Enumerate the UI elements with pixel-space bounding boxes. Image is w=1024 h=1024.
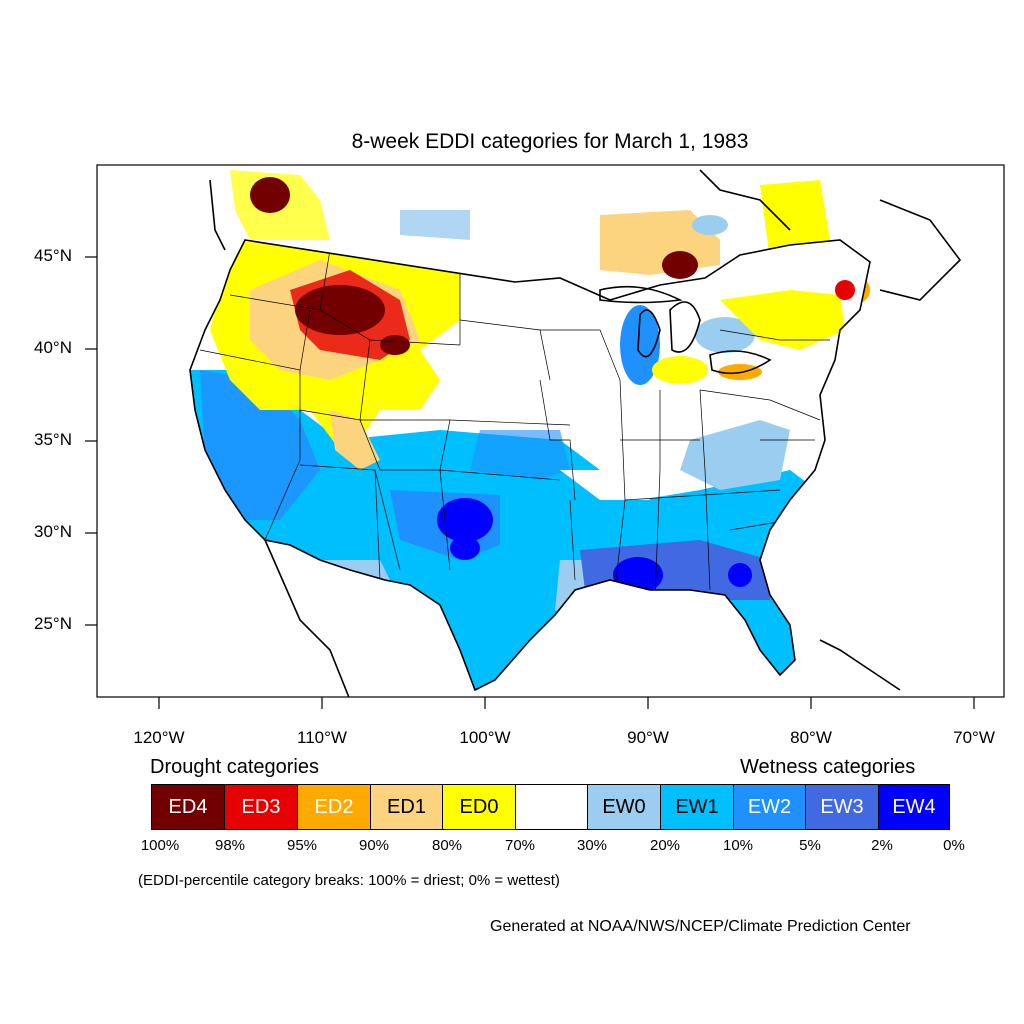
credit-line: Generated at NOAA/NWS/NCEP/Climate Predi… — [490, 918, 911, 935]
legend-box-neutral — [515, 784, 588, 830]
legend-box-ew0: EW0 — [587, 784, 661, 830]
legend-box-ed0: ED0 — [442, 784, 516, 830]
break-label-20: 20% — [649, 837, 681, 854]
conus-fill — [190, 240, 870, 690]
break-label-10: 10% — [722, 837, 754, 854]
lon-label-90w: 90°W — [627, 728, 669, 747]
legend-box-ew4: EW4 — [878, 784, 950, 830]
drought-categories-heading: Drought categories — [150, 756, 319, 778]
break-label-95: 95% — [286, 837, 318, 854]
break-label-90: 90% — [358, 837, 390, 854]
break-label-100: 100% — [140, 837, 180, 854]
state-boundaries — [199, 249, 830, 601]
break-label-30: 30% — [576, 837, 608, 854]
lon-label-100w: 100°W — [459, 728, 511, 747]
break-label-98: 98% — [214, 837, 246, 854]
legend-box-ed3: ED3 — [224, 784, 298, 830]
legend-box-ew1: EW1 — [660, 784, 734, 830]
lat-label-30n: 30°N — [34, 522, 72, 541]
lon-label-70w: 70°W — [953, 728, 995, 747]
break-label-5: 5% — [799, 837, 821, 854]
lat-label-45n: 45°N — [34, 246, 72, 265]
break-label-70: 70% — [504, 837, 536, 854]
legend-box-ew2: EW2 — [733, 784, 806, 830]
coastlines — [189, 169, 962, 697]
break-label-80: 80% — [431, 837, 463, 854]
map-frame — [96, 164, 1005, 698]
category-breaks-note: (EDDI-percentile category breaks: 100% =… — [138, 872, 560, 889]
lat-label-35n: 35°N — [34, 430, 72, 449]
lat-label-25n: 25°N — [34, 614, 72, 633]
map-title: 8-week EDDI categories for March 1, 1983 — [351, 130, 749, 153]
lon-label-120w: 120°W — [133, 728, 185, 747]
break-label-2: 2% — [871, 837, 893, 854]
wetness-categories-heading: Wetness categories — [740, 756, 916, 778]
tick-marks — [85, 256, 975, 709]
legend-box-ed2: ED2 — [297, 784, 371, 830]
legend-box-ed4: ED4 — [151, 784, 225, 830]
lon-label-110w: 110°W — [297, 728, 347, 747]
legend-box-ed1: ED1 — [370, 784, 443, 830]
lat-label-40n: 40°N — [34, 338, 72, 357]
lon-label-80w: 80°W — [790, 728, 832, 747]
legend-box-ew3: EW3 — [805, 784, 879, 830]
break-label-0: 0% — [943, 837, 965, 854]
